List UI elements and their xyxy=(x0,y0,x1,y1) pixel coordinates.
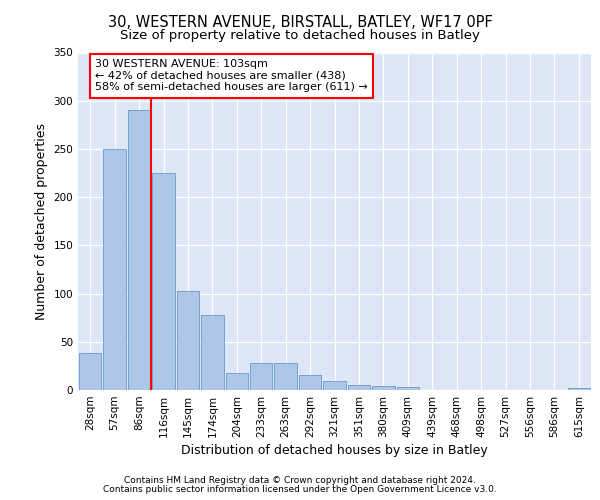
Y-axis label: Number of detached properties: Number of detached properties xyxy=(35,122,48,320)
X-axis label: Distribution of detached houses by size in Batley: Distribution of detached houses by size … xyxy=(181,444,488,457)
Bar xyxy=(299,374,322,390)
Bar xyxy=(226,372,248,390)
Bar xyxy=(250,363,272,390)
Bar xyxy=(372,386,395,390)
Text: Contains HM Land Registry data © Crown copyright and database right 2024.: Contains HM Land Registry data © Crown c… xyxy=(124,476,476,485)
Bar xyxy=(128,110,151,390)
Bar xyxy=(397,387,419,390)
Bar xyxy=(568,388,590,390)
Text: Size of property relative to detached houses in Batley: Size of property relative to detached ho… xyxy=(120,29,480,42)
Bar xyxy=(103,149,126,390)
Bar xyxy=(347,385,370,390)
Bar xyxy=(152,173,175,390)
Text: Contains public sector information licensed under the Open Government Licence v3: Contains public sector information licen… xyxy=(103,485,497,494)
Bar xyxy=(79,354,101,390)
Text: 30 WESTERN AVENUE: 103sqm
← 42% of detached houses are smaller (438)
58% of semi: 30 WESTERN AVENUE: 103sqm ← 42% of detac… xyxy=(95,59,368,92)
Bar xyxy=(274,363,297,390)
Text: 30, WESTERN AVENUE, BIRSTALL, BATLEY, WF17 0PF: 30, WESTERN AVENUE, BIRSTALL, BATLEY, WF… xyxy=(107,15,493,30)
Bar xyxy=(201,315,224,390)
Bar xyxy=(176,290,199,390)
Bar xyxy=(323,382,346,390)
